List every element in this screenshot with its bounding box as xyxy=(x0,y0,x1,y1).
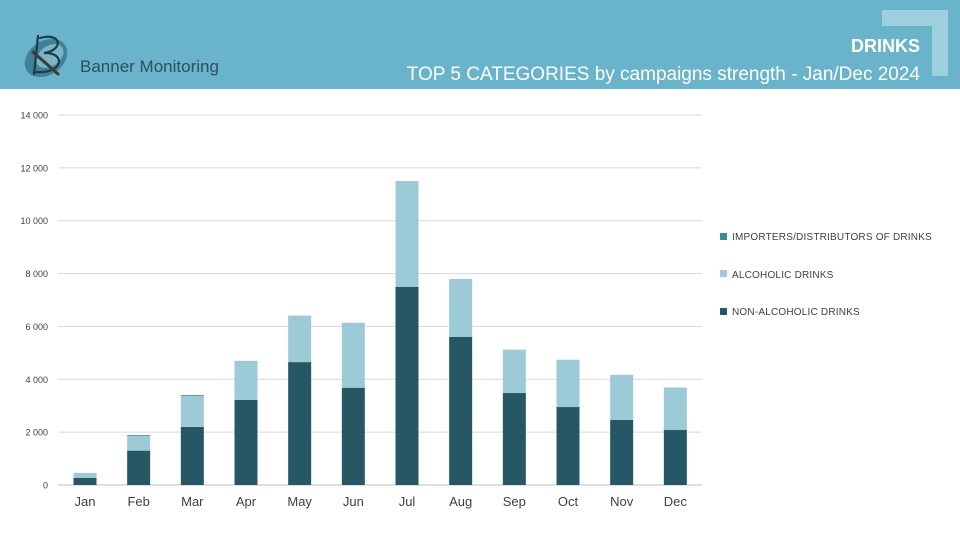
legend-swatch xyxy=(720,232,727,240)
bar-segment xyxy=(127,435,151,451)
legend-item: IMPORTERS/DISTRIBUTORS OF DRINKS xyxy=(720,232,932,270)
legend-item: ALCOHOLIC DRINKS xyxy=(720,270,932,308)
legend-label: NON-ALCOHOLIC DRINKS xyxy=(732,307,860,318)
legend-swatch xyxy=(720,307,727,315)
y-tick-label: 14 000 xyxy=(20,111,48,121)
bar-segment xyxy=(180,395,204,396)
chart-legend: IMPORTERS/DISTRIBUTORS OF DRINKS ALCOHOLI… xyxy=(720,232,932,345)
bar-segment xyxy=(234,399,258,485)
x-tick-label: Jun xyxy=(343,494,364,509)
banner-monitoring-logo xyxy=(24,34,68,78)
bar-segment xyxy=(73,477,97,485)
x-tick-label: May xyxy=(287,494,312,509)
bar-segment xyxy=(395,181,419,287)
bar-segment xyxy=(556,359,580,408)
bar-segment xyxy=(341,322,365,388)
x-tick-label: Mar xyxy=(181,494,204,509)
header-banner: Banner Monitoring DRINKS TOP 5 CATEGORIE… xyxy=(0,0,960,89)
y-tick-label: 6 000 xyxy=(25,322,48,332)
y-tick-label: 10 000 xyxy=(20,216,48,226)
stacked-bar-chart: 0 2 000 4 000 6 000 8 000 10 000 12 000 14 000 J… xyxy=(20,111,702,509)
bar-segment xyxy=(449,278,473,337)
x-tick-label: Dec xyxy=(664,494,688,509)
bar-segment xyxy=(502,393,526,485)
corner-decoration xyxy=(882,10,948,76)
bar-segment xyxy=(180,426,204,485)
bar-segment xyxy=(127,450,151,485)
page-category: DRINKS xyxy=(850,36,920,56)
bar-segment xyxy=(449,337,473,485)
bar-segment xyxy=(610,374,634,420)
bar-segment xyxy=(610,419,634,485)
x-tick-label: Apr xyxy=(236,494,257,509)
bar-segment xyxy=(234,360,258,400)
bar-segment xyxy=(502,349,526,394)
bar-segment xyxy=(556,407,580,485)
brand-name: Banner Monitoring xyxy=(80,57,219,76)
x-tick-label: Feb xyxy=(127,494,149,509)
bar-segment xyxy=(288,315,312,363)
bar-segment xyxy=(341,387,365,485)
x-tick-label: Nov xyxy=(610,494,634,509)
x-tick-label: Sep xyxy=(503,494,526,509)
x-tick-label: Jan xyxy=(75,494,96,509)
y-tick-label: 12 000 xyxy=(20,163,48,173)
legend-swatch xyxy=(720,270,727,278)
bar-segment xyxy=(288,362,312,485)
y-tick-label: 2 000 xyxy=(25,428,48,438)
y-tick-label: 4 000 xyxy=(25,375,48,385)
page-subtitle: TOP 5 CATEGORIES by campaigns strength -… xyxy=(406,64,920,85)
bar-segment xyxy=(663,387,687,431)
bar-segment xyxy=(395,286,419,485)
bar-segment xyxy=(663,430,687,485)
bar-segment xyxy=(180,395,204,427)
bar-segment xyxy=(73,472,97,478)
bar-segment xyxy=(127,435,151,436)
x-tick-label: Aug xyxy=(449,494,472,509)
x-tick-label: Jul xyxy=(399,494,416,509)
legend-item: NON-ALCOHOLIC DRINKS xyxy=(720,307,932,345)
x-tick-label: Oct xyxy=(558,494,579,509)
y-tick-label: 8 000 xyxy=(25,269,48,279)
legend-label: ALCOHOLIC DRINKS xyxy=(732,269,834,281)
legend-label: IMPORTERS/DISTRIBUTORS OF DRINKS xyxy=(732,232,932,243)
y-tick-label: 0 xyxy=(43,481,48,491)
